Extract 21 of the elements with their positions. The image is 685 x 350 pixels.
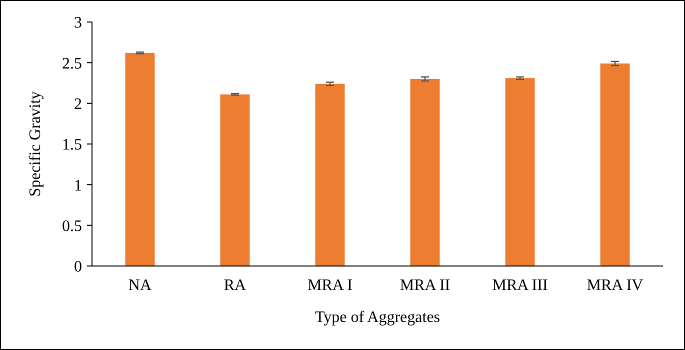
y-tick-label: 3 <box>74 14 82 32</box>
x-tick-label: RA <box>224 277 247 294</box>
bar <box>220 94 250 266</box>
x-tick-label: MRA II <box>400 277 450 294</box>
x-axis-title: Type of Aggregates <box>314 309 440 326</box>
y-tick-label: 0.5 <box>62 218 82 235</box>
x-tick-label: MRA III <box>492 277 548 294</box>
x-tick-label: NA <box>128 277 152 294</box>
bar <box>505 78 535 266</box>
y-tick-label: 2.5 <box>62 55 82 72</box>
y-tick-label: 1.5 <box>62 136 82 154</box>
bar <box>600 63 630 266</box>
bar <box>125 52 155 266</box>
y-axis-title: Specific Gravity <box>27 91 44 197</box>
x-tick-label: MRA IV <box>586 277 644 294</box>
x-tick-label: MRA I <box>308 277 352 294</box>
bar <box>410 78 440 266</box>
y-tick-label: 0 <box>74 258 82 276</box>
y-tick-label: 2 <box>74 96 82 113</box>
bar <box>315 84 345 266</box>
y-tick-label: 1 <box>74 177 82 194</box>
